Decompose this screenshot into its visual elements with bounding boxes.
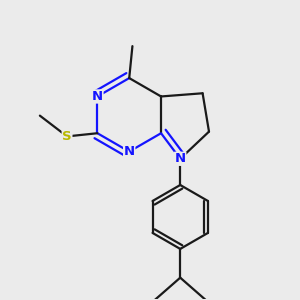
Text: N: N (124, 145, 135, 158)
Text: N: N (175, 152, 186, 165)
Text: S: S (62, 130, 72, 143)
Text: N: N (92, 90, 103, 103)
